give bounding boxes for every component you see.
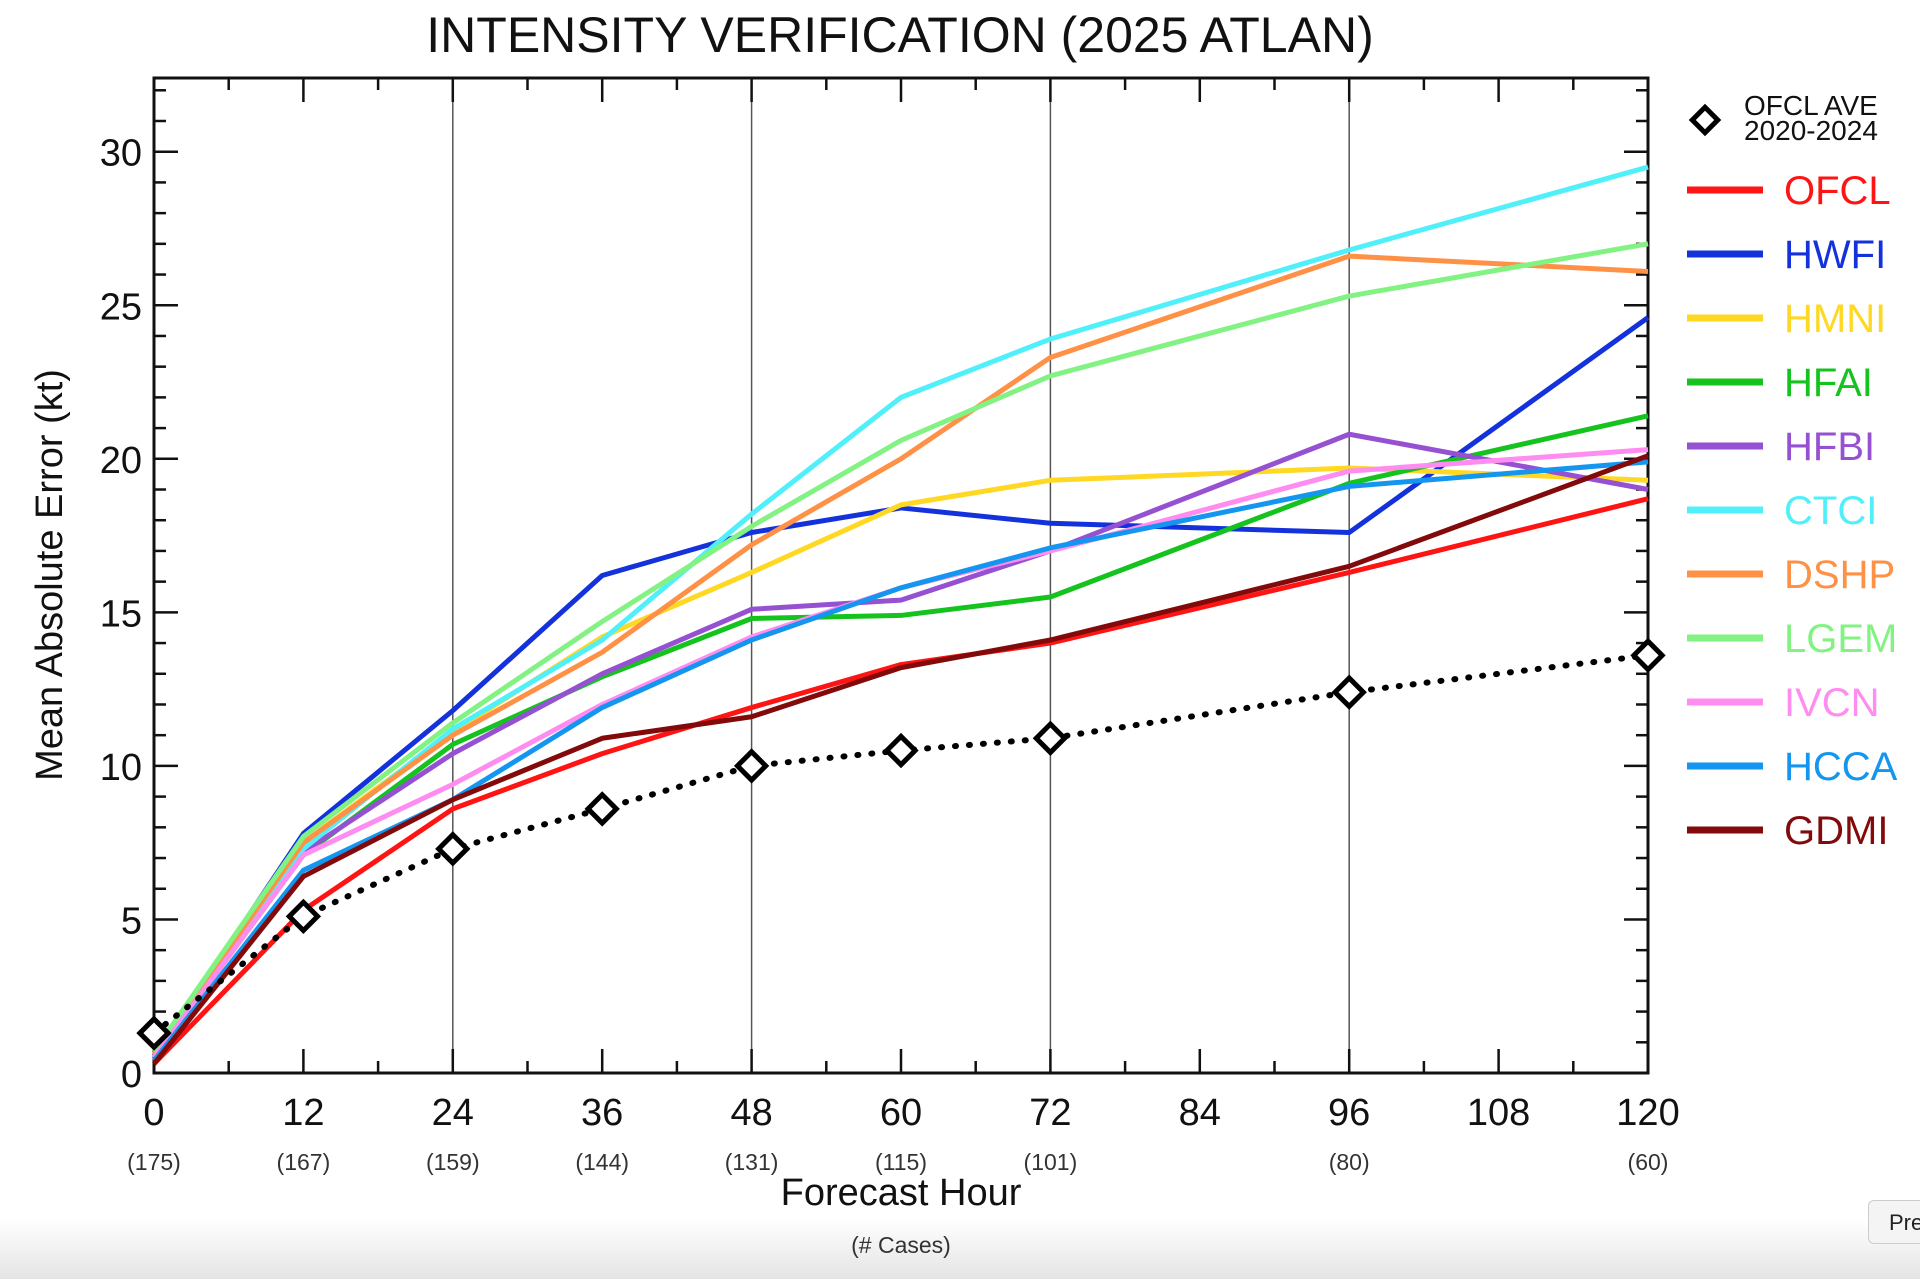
series-line-lgem bbox=[151, 241, 1649, 1053]
reference-diamond-point bbox=[136, 1015, 172, 1051]
case-count-label: (101) bbox=[1024, 1149, 1078, 1175]
reference-diamond-point bbox=[1331, 674, 1367, 710]
reference-diamond-point bbox=[1630, 637, 1666, 674]
case-count-label: (175) bbox=[127, 1149, 181, 1175]
x-tick-label: 72 bbox=[1029, 1092, 1071, 1134]
reference-diamond-point bbox=[584, 791, 620, 827]
reference-diamond-point bbox=[883, 732, 919, 769]
x-tick-label: 36 bbox=[581, 1092, 623, 1134]
reference-diamond-point bbox=[285, 898, 322, 935]
x-axis-sublabel: (# Cases) bbox=[851, 1232, 951, 1258]
legend-label-dshp: DSHP bbox=[1784, 553, 1895, 597]
series-line-hfbi bbox=[151, 431, 1649, 1060]
legend-label-hmni: HMNI bbox=[1784, 297, 1886, 341]
reference-line-ofcl-ave bbox=[151, 652, 1651, 1037]
x-tick-label: 96 bbox=[1328, 1092, 1370, 1134]
y-tick-label: 0 bbox=[121, 1054, 142, 1096]
y-tick-label: 25 bbox=[100, 286, 142, 328]
y-tick-label: 30 bbox=[100, 133, 142, 175]
legend-label-ivcn: IVCN bbox=[1784, 681, 1880, 725]
series-line-ofcl bbox=[152, 496, 1649, 1066]
bottom-bar bbox=[0, 1219, 1920, 1279]
case-count-label: (80) bbox=[1329, 1149, 1370, 1175]
reference-diamond-point bbox=[733, 748, 770, 784]
legend-reference: OFCL AVE 2020-2024 bbox=[1688, 90, 1878, 146]
x-tick-label: 108 bbox=[1467, 1092, 1530, 1134]
x-tick-label: 60 bbox=[880, 1092, 922, 1134]
legend-reference-line1: OFCL AVE bbox=[1744, 90, 1878, 121]
series-line-dshp bbox=[151, 253, 1649, 1057]
legend-label-hwfi: HWFI bbox=[1784, 233, 1886, 277]
case-count-label: (115) bbox=[875, 1149, 927, 1175]
series-line-hwfi bbox=[151, 315, 1650, 1060]
y-tick-label: 15 bbox=[100, 593, 142, 635]
legend-label-ofcl: OFCL bbox=[1784, 169, 1891, 213]
chart-title: INTENSITY VERIFICATION (2025 ATLAN) bbox=[426, 7, 1373, 63]
reference-diamond-point bbox=[435, 831, 471, 867]
y-tick-label: 5 bbox=[121, 900, 142, 942]
y-tick-label: 20 bbox=[100, 440, 142, 482]
legend-label-ctci: CTCI bbox=[1784, 489, 1877, 533]
legend-label-hcca: HCCA bbox=[1784, 745, 1898, 789]
pre-button[interactable]: Pre bbox=[1868, 1200, 1920, 1244]
legend-label-gdmi: GDMI bbox=[1784, 809, 1888, 853]
x-tick-label: 84 bbox=[1179, 1092, 1221, 1134]
case-count-label: (167) bbox=[277, 1149, 331, 1175]
x-axis-label: Forecast Hour bbox=[781, 1172, 1022, 1214]
x-tick-label: 120 bbox=[1616, 1092, 1679, 1134]
case-count-label: (60) bbox=[1628, 1149, 1669, 1175]
x-tick-label: 24 bbox=[432, 1092, 474, 1134]
series-line-hcca bbox=[152, 459, 1649, 1063]
y-axis-label: Mean Absolute Error (kt) bbox=[29, 369, 71, 781]
x-tick-label: 12 bbox=[282, 1092, 324, 1134]
legend-label-hfbi: HFBI bbox=[1784, 425, 1875, 469]
case-count-label: (131) bbox=[725, 1149, 779, 1175]
legend-label-hfai: HFAI bbox=[1784, 361, 1873, 405]
x-tick-label: 48 bbox=[730, 1092, 772, 1134]
series-line-ivcn bbox=[151, 447, 1649, 1060]
y-tick-label: 10 bbox=[100, 747, 142, 789]
legend-diamond-marker bbox=[1688, 103, 1722, 137]
legend-reference-line2: 2020-2024 bbox=[1744, 115, 1878, 146]
reference-diamond-point bbox=[1032, 720, 1069, 756]
series-line-ctci bbox=[151, 164, 1649, 1057]
legend-label-lgem: LGEM bbox=[1784, 617, 1897, 661]
case-count-label: (144) bbox=[575, 1149, 629, 1175]
x-tick-label: 0 bbox=[143, 1092, 164, 1134]
series-line-gdmi bbox=[152, 453, 1649, 1066]
case-count-label: (159) bbox=[426, 1149, 480, 1175]
